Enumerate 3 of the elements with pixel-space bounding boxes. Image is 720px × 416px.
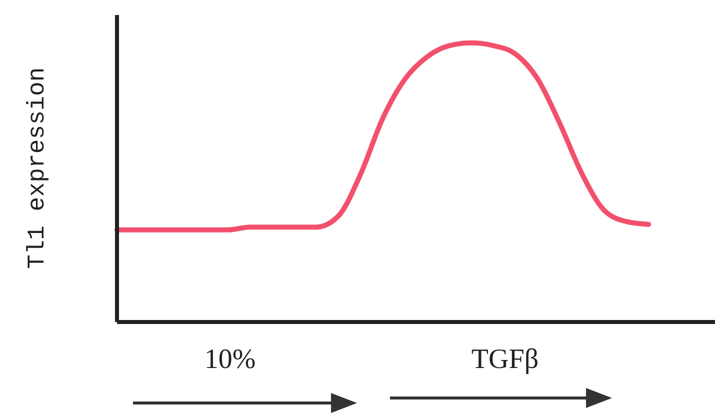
y-axis-title: Tl1 expression — [24, 67, 52, 269]
text: TGFβ — [471, 344, 539, 375]
text: 10% — [204, 344, 256, 375]
